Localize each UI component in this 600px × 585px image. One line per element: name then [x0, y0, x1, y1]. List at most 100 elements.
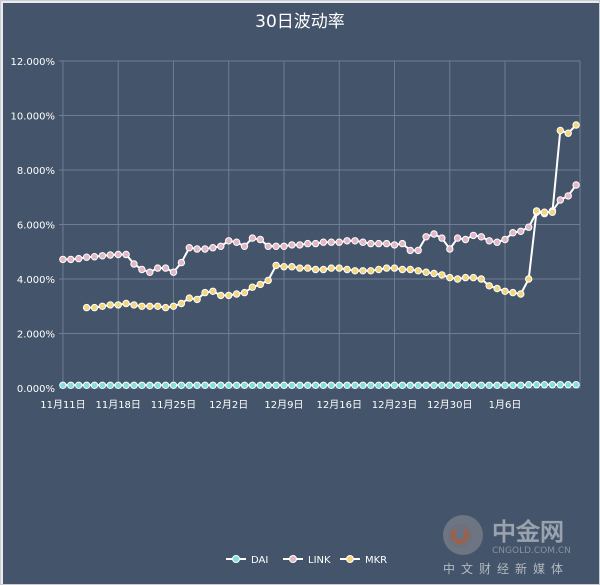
data-point — [351, 381, 359, 389]
data-point — [572, 121, 580, 129]
data-point — [446, 381, 454, 389]
data-point — [248, 283, 257, 291]
data-point — [509, 288, 517, 297]
data-point — [367, 239, 375, 248]
data-point — [59, 381, 67, 389]
data-point — [114, 301, 122, 309]
data-point — [446, 245, 454, 253]
data-point — [367, 267, 375, 275]
y-tick-label: 2.000% — [17, 330, 55, 341]
data-point — [272, 242, 280, 251]
data-point — [572, 381, 580, 389]
x-tick-label: 11月25日 — [151, 399, 196, 411]
data-point — [351, 267, 359, 275]
data-point — [209, 287, 217, 295]
data-point — [138, 302, 146, 310]
data-point — [177, 381, 186, 389]
data-point — [564, 129, 572, 137]
data-point — [82, 253, 91, 261]
watermark: 中金网 CNGOLD.COM.CN 中文财经新媒体 — [443, 515, 571, 576]
data-point — [272, 261, 280, 270]
data-point — [367, 381, 375, 389]
data-point — [193, 295, 201, 304]
data-point — [343, 237, 351, 245]
data-point — [493, 238, 501, 246]
data-point — [532, 381, 541, 389]
data-point — [122, 250, 130, 259]
data-point — [146, 302, 154, 310]
data-point — [327, 381, 335, 389]
data-point — [106, 381, 115, 389]
watermark-domain: CNGOLD.COM.CN — [492, 546, 571, 556]
data-point — [311, 381, 320, 389]
data-point — [517, 227, 525, 236]
data-point — [556, 196, 564, 204]
x-tick-label: 12月16日 — [317, 399, 362, 411]
legend: DAI LINK MKR — [226, 555, 387, 566]
data-point — [548, 208, 557, 216]
data-point — [509, 229, 517, 237]
data-point — [327, 238, 335, 246]
data-point — [256, 235, 264, 244]
data-point — [90, 381, 99, 389]
data-point — [90, 253, 99, 261]
data-point — [75, 254, 83, 263]
data-point — [525, 223, 533, 231]
x-tick-label: 12月9日 — [264, 399, 303, 411]
watermark-brand: 中金网 — [492, 518, 564, 546]
data-point — [406, 265, 414, 274]
series-link — [59, 181, 580, 276]
data-point — [525, 381, 533, 389]
data-point — [438, 381, 446, 389]
data-point — [264, 242, 272, 251]
data-point — [138, 265, 146, 274]
data-point — [422, 233, 430, 241]
data-point — [540, 381, 549, 389]
data-point — [177, 299, 186, 308]
data-point — [209, 244, 217, 252]
x-tick-label: 12月2日 — [209, 399, 248, 411]
data-point — [485, 237, 493, 245]
y-axis-ticks: 0.000% 2.000% 4.000% 6.000% 8.000% 10.000% 12.… — [11, 57, 56, 395]
legend-marker — [346, 555, 354, 563]
data-point — [398, 239, 407, 248]
data-point — [256, 381, 264, 389]
watermark-tagline: 中文财经新媒体 — [443, 561, 569, 576]
data-point — [67, 255, 75, 264]
y-tick-label: 6.000% — [17, 221, 55, 232]
legend-label: MKR — [365, 555, 387, 566]
data-point — [304, 239, 312, 248]
data-point — [453, 381, 462, 389]
data-point — [335, 264, 343, 272]
data-point — [304, 381, 312, 389]
data-point — [185, 294, 194, 302]
x-tick-label: 12月30日 — [427, 399, 472, 411]
data-point — [240, 381, 249, 389]
data-point — [382, 239, 391, 248]
legend-item-link: LINK — [283, 555, 331, 566]
data-point — [296, 264, 304, 272]
data-point — [477, 381, 485, 389]
data-point — [335, 238, 343, 246]
data-point — [130, 381, 138, 389]
data-point — [193, 245, 201, 253]
legend-marker — [289, 555, 297, 563]
data-point — [319, 265, 328, 274]
data-point — [375, 265, 383, 274]
data-point — [225, 237, 233, 245]
data-point — [461, 235, 470, 244]
data-point — [248, 381, 257, 389]
data-point — [161, 264, 170, 272]
data-point — [319, 238, 328, 246]
data-point — [154, 381, 162, 389]
series-mkr — [82, 121, 580, 312]
y-tick-label: 12.000% — [11, 57, 56, 68]
data-point — [564, 381, 572, 389]
data-point — [406, 246, 414, 255]
y-tick-label: 4.000% — [17, 275, 55, 286]
data-point — [469, 231, 478, 240]
data-point — [343, 381, 351, 389]
data-point — [264, 276, 272, 285]
data-point — [509, 381, 517, 389]
